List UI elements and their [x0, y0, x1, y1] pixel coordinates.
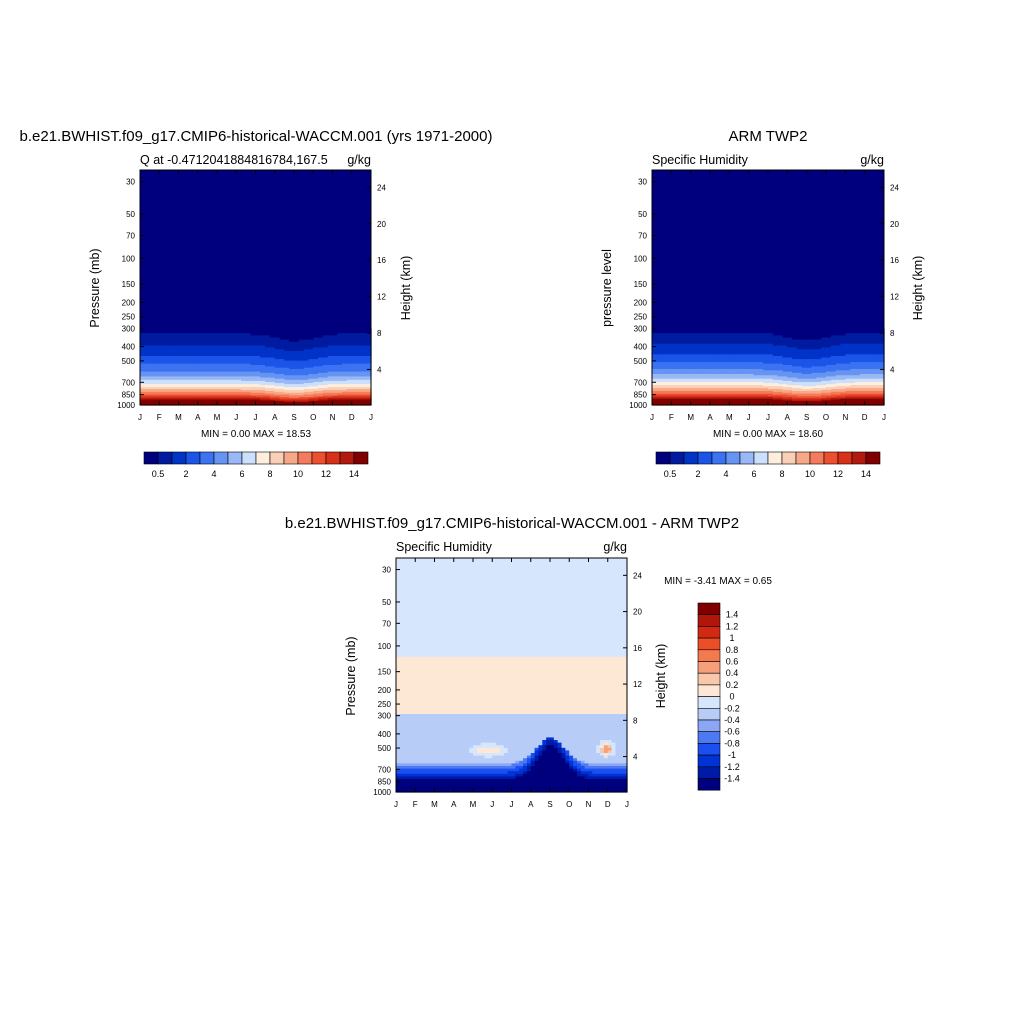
- colorbar-label: 8: [267, 469, 272, 479]
- x-tick-label: N: [330, 413, 336, 422]
- panel-obs-subtitle-left: Specific Humidity: [652, 153, 749, 167]
- height-tick-label: 16: [377, 256, 386, 265]
- height-tick-label: 24: [377, 183, 386, 192]
- colorbar-label: 2: [183, 469, 188, 479]
- panel-obs-field: [652, 170, 885, 406]
- colorbar-label: 10: [293, 469, 303, 479]
- y-tick-label: 700: [122, 378, 136, 387]
- panel-model-field: [140, 170, 372, 406]
- colorbar-label: 14: [349, 469, 359, 479]
- x-tick-label: M: [175, 413, 182, 422]
- colorbar-label: 4: [211, 469, 216, 479]
- colorbar-swatch: [228, 452, 242, 464]
- colorbar-swatch: [354, 452, 368, 464]
- y-tick-label: 300: [122, 324, 136, 333]
- colorbar-swatch: [172, 452, 186, 464]
- colorbar-swatch: [186, 452, 200, 464]
- colorbar-swatch: [144, 452, 158, 464]
- y-tick-label: 150: [122, 280, 136, 289]
- x-tick-label: J: [138, 413, 142, 422]
- colorbar-swatch: [158, 452, 172, 464]
- x-tick-label: J: [254, 413, 258, 422]
- panel-model-subtitle-left: Q at -0.4712041884816784,167.5: [140, 153, 328, 167]
- colorbar-swatch: [298, 452, 312, 464]
- x-tick-label: A: [272, 413, 278, 422]
- y-tick-label: 400: [122, 343, 136, 352]
- colorbar-swatch: [312, 452, 326, 464]
- x-tick-label: J: [234, 413, 238, 422]
- panel-model-subtitle-right: g/kg: [347, 153, 371, 167]
- panel-obs-title: ARM TWP2: [729, 128, 808, 145]
- colorbar-swatch: [284, 452, 298, 464]
- y-tick-label: 70: [126, 232, 135, 241]
- colorbar-swatch: [200, 452, 214, 464]
- height-tick-label: 4: [377, 365, 382, 374]
- panel-model-colorbar: 0.5 2 4 6 8 10 12 14: [144, 452, 368, 479]
- x-tick-label: D: [349, 413, 355, 422]
- y-tick-label: 30: [126, 178, 135, 187]
- panel-model-stats: MIN = 0.00 MAX = 18.53: [201, 429, 311, 440]
- colorbar-label: 12: [321, 469, 331, 479]
- y-tick-label: 50: [126, 210, 135, 219]
- colorbar-label: 0.5: [152, 469, 165, 479]
- panel-model: b.e21.BWHIST.f09_g17.CMIP6-historical-WA…: [20, 128, 493, 479]
- x-tick-label: O: [310, 413, 316, 422]
- colorbar-label: 6: [239, 469, 244, 479]
- y-tick-label: 250: [122, 313, 136, 322]
- y-tick-label: 850: [122, 391, 136, 400]
- panel-obs: ARM TWP2 Specific Humidity g/kg 30507010…: [600, 128, 925, 479]
- panel-model-ylabel-right: Height (km): [399, 256, 413, 321]
- panel-obs-subtitle-right: g/kg: [860, 153, 884, 167]
- x-tick-label: J: [369, 413, 373, 422]
- height-tick-label: 8: [377, 329, 382, 338]
- colorbar-swatch: [270, 452, 284, 464]
- height-tick-label: 20: [377, 220, 386, 229]
- y-tick-label: 500: [122, 357, 136, 366]
- y-tick-label: 1000: [117, 401, 135, 410]
- colorbar-swatch: [256, 452, 270, 464]
- x-tick-label: S: [291, 413, 296, 422]
- height-tick-label: 12: [377, 293, 386, 302]
- colorbar-swatch: [214, 452, 228, 464]
- x-tick-label: M: [214, 413, 221, 422]
- panel-model-title: b.e21.BWHIST.f09_g17.CMIP6-historical-WA…: [20, 128, 493, 145]
- y-tick-label: 100: [122, 254, 136, 263]
- panel-model-ylabel: Pressure (mb): [88, 248, 102, 327]
- x-tick-label: F: [157, 413, 162, 422]
- y-tick-label: 200: [122, 298, 136, 307]
- colorbar-swatch: [326, 452, 340, 464]
- colorbar-swatch: [340, 452, 354, 464]
- x-tick-label: A: [195, 413, 201, 422]
- colorbar-swatch: [242, 452, 256, 464]
